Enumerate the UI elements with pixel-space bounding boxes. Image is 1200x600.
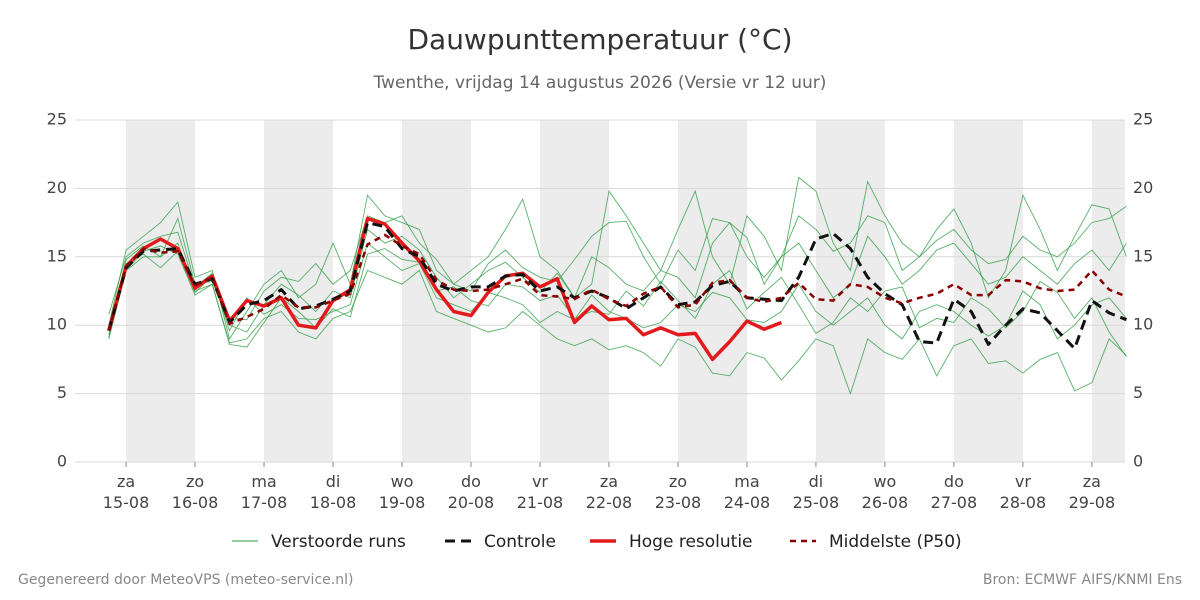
x-tick-label: do 27-08 bbox=[931, 472, 978, 512]
ensemble-line bbox=[108, 217, 1127, 335]
y-tick-label: 15 bbox=[47, 246, 67, 265]
y2-tick-label: 20 bbox=[1133, 178, 1153, 197]
x-tick-label: di 18-08 bbox=[310, 472, 357, 512]
x-tick-label: wo 26-08 bbox=[862, 472, 909, 512]
chart-title: Dauwpunttemperatuur (°C) bbox=[407, 23, 792, 56]
chart-subtitle: Twenthe, vrijdag 14 augustus 2026 (Versi… bbox=[373, 73, 827, 93]
legend-label: Controle bbox=[484, 532, 556, 552]
legend-label: Middelste (P50) bbox=[829, 532, 962, 552]
footer-left: Gegenereerd door MeteoVPS (meteo-service… bbox=[18, 572, 353, 588]
footer-right: Bron: ECMWF AIFS/KNMI Ens bbox=[983, 572, 1182, 588]
y-tick-label: 0 bbox=[57, 452, 67, 471]
day-shade bbox=[539, 120, 609, 462]
day-shade bbox=[1091, 120, 1125, 462]
ensemble-line bbox=[108, 176, 1127, 341]
series-line bbox=[107, 233, 1127, 332]
x-tick-label: vr 21-08 bbox=[517, 472, 564, 512]
legend-label: Hoge resolutie bbox=[629, 532, 753, 552]
x-tick-label: di 25-08 bbox=[793, 472, 840, 512]
y2-tick-label: 25 bbox=[1133, 110, 1153, 129]
day-shade bbox=[953, 120, 1023, 462]
x-tick-label: wo 19-08 bbox=[379, 472, 426, 512]
x-tick-label: za 22-08 bbox=[586, 472, 633, 512]
x-tick-label: ma 17-08 bbox=[241, 472, 288, 512]
x-tick-label: vr 28-08 bbox=[1000, 472, 1047, 512]
day-shade bbox=[264, 120, 334, 462]
y2-tick-label: 10 bbox=[1133, 315, 1153, 334]
series-line bbox=[107, 216, 783, 362]
y2-tick-label: 15 bbox=[1133, 246, 1153, 265]
ensemble-line bbox=[108, 242, 1127, 340]
day-shade bbox=[126, 120, 196, 462]
day-shade bbox=[677, 120, 747, 462]
y-tick-label: 5 bbox=[57, 383, 67, 402]
x-tick-label: za 29-08 bbox=[1069, 472, 1116, 512]
y2-tick-label: 0 bbox=[1133, 452, 1143, 471]
y2-tick-label: 5 bbox=[1133, 383, 1143, 402]
ensemble-line bbox=[108, 205, 1127, 321]
x-tick-label: ma 24-08 bbox=[724, 472, 771, 512]
x-tick-label: do 20-08 bbox=[448, 472, 495, 512]
x-tick-label: zo 23-08 bbox=[655, 472, 702, 512]
x-tick-label: za 15-08 bbox=[103, 472, 150, 512]
ensemble-line bbox=[108, 242, 1127, 396]
y-tick-label: 10 bbox=[47, 315, 67, 334]
y-tick-label: 20 bbox=[47, 178, 67, 197]
legend-label: Verstoorde runs bbox=[271, 532, 406, 552]
day-shade bbox=[815, 120, 885, 462]
x-tick-label: zo 16-08 bbox=[172, 472, 219, 512]
y-tick-label: 25 bbox=[47, 110, 67, 129]
